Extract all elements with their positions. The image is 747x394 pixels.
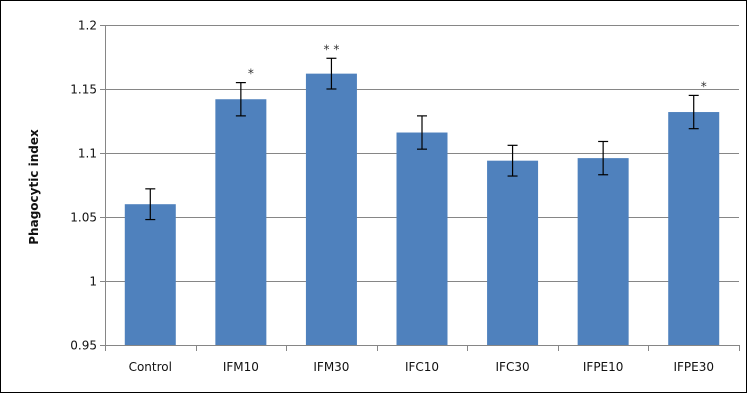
- x-tick-label: IFPE30: [673, 360, 714, 374]
- y-tick-label: 1.05: [70, 211, 97, 225]
- bar-control: [124, 204, 176, 345]
- significance-marker: *: [248, 67, 254, 81]
- y-tick-label: 1.15: [70, 83, 97, 97]
- axes: [100, 25, 740, 351]
- labels: 0.95 1 1.05 1.1 1.15 1.2 Control * IFM10 * * IFM30…: [70, 19, 714, 375]
- bar-ifc30: [487, 160, 539, 345]
- y-tick-label: 0.95: [70, 339, 97, 353]
- y-tick-label: 1.2: [78, 19, 97, 33]
- y-axis-title: Phagocytic index: [27, 129, 41, 245]
- y-tick-label: 1: [89, 275, 97, 289]
- bar-ifpe10: [577, 158, 629, 345]
- x-tick-label: IFC30: [496, 360, 530, 374]
- x-tick-label: IFC10: [405, 360, 439, 374]
- bar-ifm30: [305, 73, 357, 345]
- bar-ifm10: [215, 99, 267, 346]
- bar-ifpe30: [668, 112, 720, 345]
- y-tick-label: 1.1: [78, 147, 97, 161]
- bars: [124, 57, 720, 346]
- bar-ifc10: [396, 132, 448, 345]
- x-tick-label: IFPE10: [583, 360, 624, 374]
- significance-marker: * *: [324, 42, 340, 56]
- x-tick-label: IFM30: [313, 360, 349, 374]
- x-tick-label: Control: [129, 360, 172, 374]
- significance-marker: *: [701, 79, 707, 93]
- x-tick-label: IFM10: [223, 360, 259, 374]
